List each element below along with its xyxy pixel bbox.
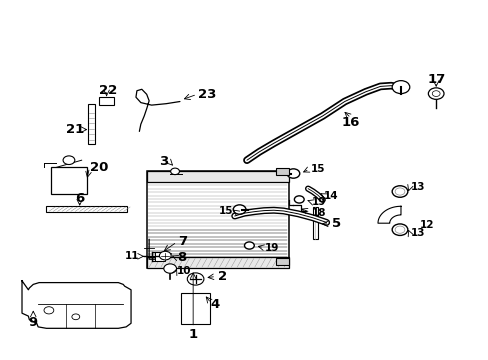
Bar	[276, 258, 288, 265]
Bar	[181, 293, 210, 324]
Circle shape	[391, 81, 409, 94]
Circle shape	[391, 224, 407, 235]
Bar	[87, 104, 95, 144]
Circle shape	[394, 226, 404, 233]
Text: 9: 9	[29, 316, 38, 329]
Text: 7: 7	[178, 235, 187, 248]
Text: 18: 18	[311, 208, 326, 218]
Bar	[155, 252, 164, 261]
Text: 17: 17	[426, 73, 445, 86]
Text: 12: 12	[419, 220, 433, 230]
Text: 2: 2	[217, 270, 226, 283]
Circle shape	[163, 264, 176, 273]
Circle shape	[159, 251, 171, 260]
Polygon shape	[377, 206, 400, 223]
Circle shape	[427, 88, 443, 99]
Circle shape	[391, 186, 407, 197]
Circle shape	[233, 205, 245, 214]
Text: 16: 16	[341, 116, 360, 129]
Bar	[312, 207, 317, 239]
Text: 21: 21	[66, 123, 84, 136]
Text: 8: 8	[177, 251, 186, 264]
Text: 5: 5	[331, 217, 340, 230]
Text: 13: 13	[410, 182, 425, 192]
Text: 4: 4	[210, 298, 219, 311]
Text: 22: 22	[99, 84, 117, 97]
Bar	[146, 257, 288, 268]
Circle shape	[244, 242, 254, 249]
Text: 19: 19	[264, 243, 279, 253]
Circle shape	[286, 169, 299, 178]
Text: 13: 13	[410, 228, 425, 238]
Text: 1: 1	[188, 328, 197, 341]
Circle shape	[431, 91, 439, 96]
Text: 14: 14	[324, 191, 338, 201]
Text: 19: 19	[311, 197, 325, 207]
Circle shape	[44, 307, 54, 314]
Circle shape	[72, 314, 80, 320]
Circle shape	[294, 196, 304, 203]
Bar	[276, 168, 288, 175]
Text: 6: 6	[75, 192, 84, 204]
Text: 15: 15	[218, 206, 233, 216]
Circle shape	[187, 273, 203, 285]
Text: 20: 20	[90, 161, 109, 174]
Bar	[46, 206, 127, 212]
Text: 10: 10	[177, 266, 191, 276]
Bar	[99, 97, 114, 105]
Text: 3: 3	[159, 155, 168, 168]
Circle shape	[170, 168, 179, 175]
Text: 15: 15	[310, 164, 325, 174]
Circle shape	[63, 156, 75, 165]
Text: 23: 23	[198, 88, 216, 101]
Bar	[51, 167, 86, 194]
Bar	[146, 171, 288, 268]
Bar	[146, 171, 288, 182]
Text: 11: 11	[124, 251, 139, 261]
Circle shape	[394, 188, 404, 195]
Polygon shape	[22, 281, 131, 328]
